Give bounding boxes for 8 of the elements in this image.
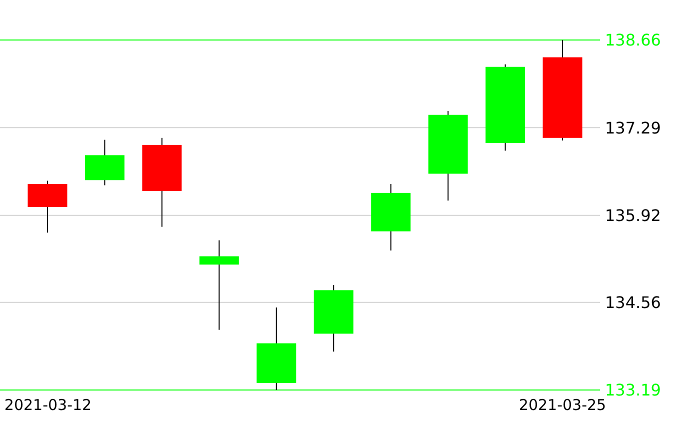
- y-tick-label: 137.29: [605, 118, 661, 138]
- y-tick-label: 138.66: [605, 30, 661, 50]
- y-tick-label: 134.56: [605, 292, 661, 312]
- x-tick-label: 2021-03-25: [518, 396, 606, 414]
- candlestick: [199, 240, 239, 330]
- x-tick-label: 2021-03-12: [4, 396, 92, 414]
- y-tick-label: 133.19: [605, 380, 661, 400]
- y-tick-label: 135.92: [605, 206, 661, 225]
